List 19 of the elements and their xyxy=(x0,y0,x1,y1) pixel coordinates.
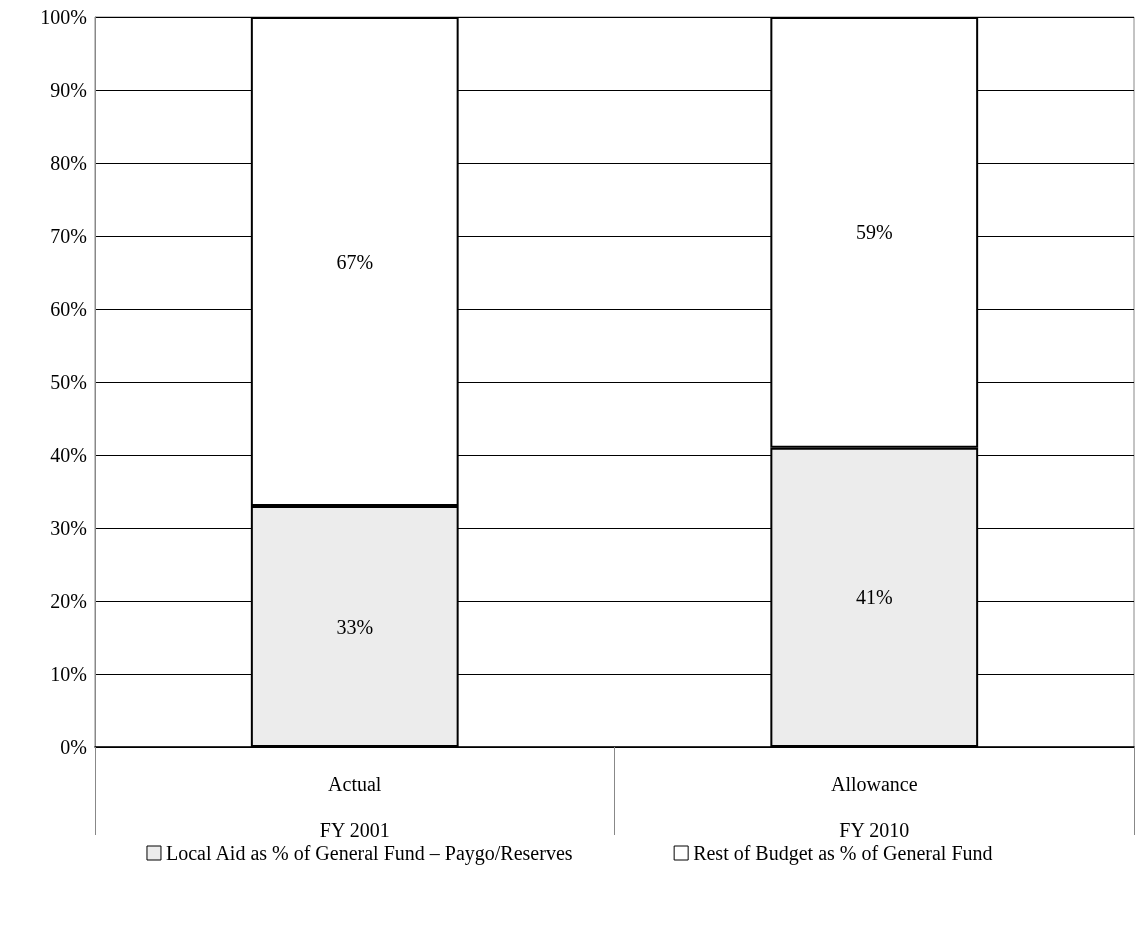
y-tick-label: 80% xyxy=(50,152,87,174)
data-label: 67% xyxy=(336,250,374,273)
data-label: 33% xyxy=(336,615,374,638)
y-tick-label: 50% xyxy=(50,371,87,393)
data-label: 59% xyxy=(855,221,893,244)
y-tick-label: 40% xyxy=(50,444,87,466)
category-label: Actual FY 2001 xyxy=(319,773,390,841)
y-tick-label: 10% xyxy=(50,663,87,685)
y-tick-label: 60% xyxy=(50,298,87,320)
y-tick-label: 20% xyxy=(50,590,87,612)
legend-label: Rest of Budget as % of General Fund xyxy=(693,842,993,865)
y-tick-label: 100% xyxy=(40,6,87,28)
y-tick-label: 70% xyxy=(50,225,87,247)
legend-label: Local Aid as % of General Fund – Paygo/Reserves xyxy=(165,842,573,865)
y-tick-label: 0% xyxy=(60,736,87,758)
data-label: 41% xyxy=(855,586,893,609)
category-label: Allowance FY 2010 xyxy=(830,773,918,841)
y-tick-label: 30% xyxy=(50,517,87,539)
y-tick-label: 90% xyxy=(50,79,87,101)
